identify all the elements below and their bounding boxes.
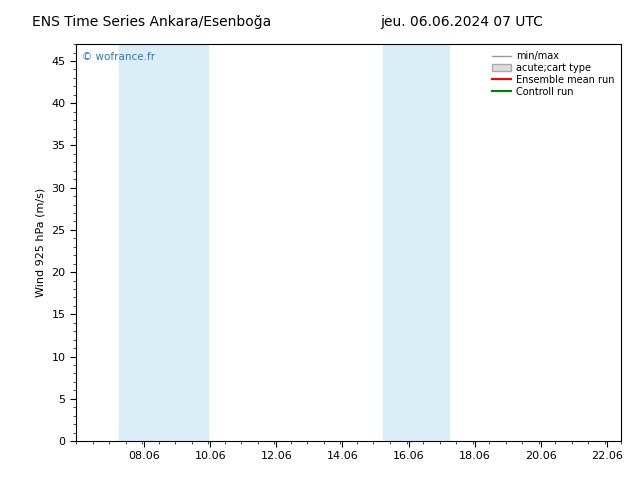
Y-axis label: Wind 925 hPa (m/s): Wind 925 hPa (m/s): [36, 188, 46, 297]
Text: ENS Time Series Ankara/Esenboğa: ENS Time Series Ankara/Esenboğa: [32, 15, 271, 29]
Text: © wofrance.fr: © wofrance.fr: [82, 52, 155, 62]
Bar: [119, 44, 208, 441]
Legend: min/max, acute;cart type, Ensemble mean run, Controll run: min/max, acute;cart type, Ensemble mean …: [488, 47, 618, 100]
Bar: [384, 44, 450, 441]
Text: jeu. 06.06.2024 07 UTC: jeu. 06.06.2024 07 UTC: [380, 15, 543, 29]
